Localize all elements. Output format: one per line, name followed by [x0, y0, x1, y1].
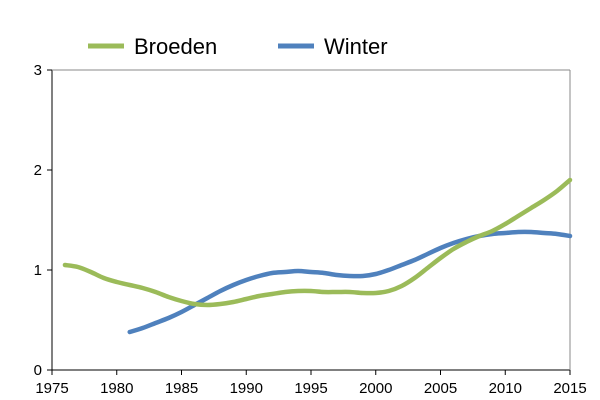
y-tick-label: 0 — [34, 362, 42, 379]
tick-labels: 0 1 2 3 1975 1980 1985 1990 1995 2000 2005 2010 2015 — [34, 62, 587, 397]
y-tick-label: 2 — [34, 162, 42, 179]
series-line-broeden — [62, 177, 573, 308]
x-tick-label: 1990 — [230, 380, 263, 397]
legend-label-winter: Winter — [324, 34, 388, 59]
legend-label-broeden: Broeden — [134, 34, 217, 59]
y-tick-label: 1 — [34, 262, 42, 279]
y-tick-label: 3 — [34, 62, 42, 79]
x-tick-label: 2010 — [489, 380, 522, 397]
x-tick-label: 1985 — [165, 380, 198, 397]
legend: Broeden Winter — [88, 34, 388, 59]
x-tick-label: 2015 — [553, 380, 586, 397]
x-tick-label: 1975 — [35, 380, 68, 397]
series-layer — [62, 177, 573, 335]
x-tick-label: 2000 — [359, 380, 392, 397]
x-tick-label: 1995 — [294, 380, 327, 397]
x-tick-label: 2005 — [424, 380, 457, 397]
x-tick-label: 1980 — [100, 380, 133, 397]
series-line-winter — [127, 229, 573, 335]
